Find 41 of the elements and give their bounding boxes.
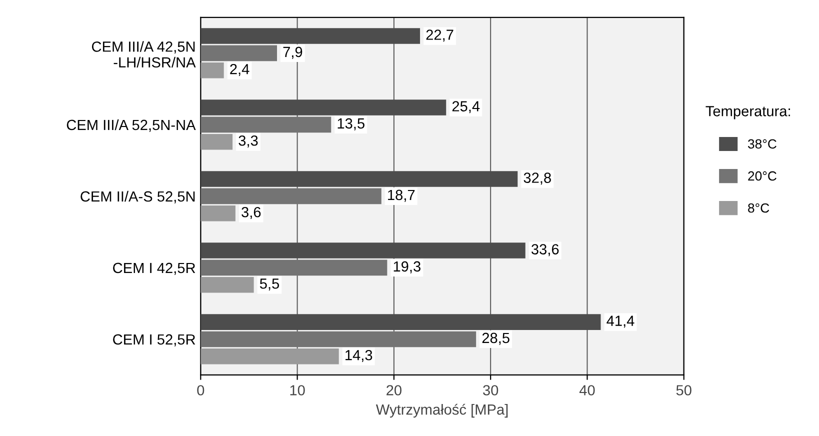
x-axis-title: Wytrzymałość [MPa] (376, 404, 508, 418)
bar (200, 276, 254, 293)
bar (200, 134, 233, 150)
data-label: 33,6 (531, 244, 559, 256)
data-label: 5,5 (260, 278, 280, 290)
x-tick-label: 30 (483, 385, 498, 396)
y-tick-label: CEM III/A 42,5N -LH/HSR/NA (92, 41, 196, 68)
data-label: 32,8 (524, 172, 551, 185)
x-tick-label: 10 (290, 385, 305, 396)
bar (200, 45, 277, 62)
data-label: 41,4 (606, 316, 634, 328)
data-label: 14,3 (346, 350, 372, 362)
bar (200, 331, 476, 348)
data-label: 13,5 (338, 118, 364, 130)
bar (200, 205, 236, 222)
bar (200, 62, 224, 78)
x-tick-label: 20 (386, 385, 402, 396)
bar (200, 116, 332, 133)
bar (200, 348, 339, 364)
data-label: 28,5 (482, 332, 510, 345)
data-label: 3,6 (242, 206, 261, 219)
x-tick-label: 40 (579, 385, 595, 396)
legend-label: 38°C (748, 139, 776, 149)
data-label: 2,4 (230, 64, 250, 76)
x-tick-label: 0 (197, 385, 204, 396)
data-label: 22,7 (426, 30, 454, 42)
data-label: 3,3 (238, 135, 258, 148)
x-tick-label: 50 (676, 385, 692, 396)
legend-label: 8°C (748, 203, 770, 213)
data-label: 18,7 (388, 190, 415, 202)
legend-label: 20°C (748, 171, 776, 181)
data-label: 25,4 (452, 101, 480, 114)
bar (200, 260, 388, 276)
legend-title: Temperatura: (706, 106, 790, 120)
data-label: 7,9 (283, 46, 302, 59)
y-tick-label: CEM III/A 52,5N-NA (66, 119, 196, 132)
data-label: 19,3 (394, 261, 420, 274)
y-tick-label: CEM II/A-S 52,5N (80, 190, 195, 204)
y-tick-label: CEM I 52,5R (113, 334, 196, 346)
bar (200, 188, 382, 204)
y-tick-label: CEM I 42,5R (113, 262, 196, 275)
